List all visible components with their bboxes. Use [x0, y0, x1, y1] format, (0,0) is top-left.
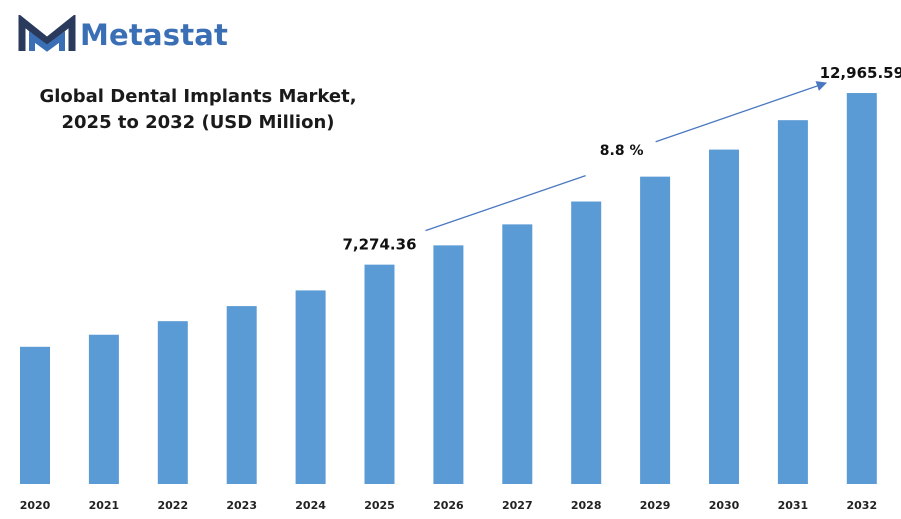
logo: Metastat — [18, 14, 228, 56]
x-tick-label-2024: 2024 — [295, 499, 326, 512]
bar-2023 — [226, 306, 257, 484]
data-label-2025: 7,274.36 — [342, 236, 416, 254]
bar-2026 — [433, 245, 464, 484]
x-tick-label-2025: 2025 — [364, 499, 395, 512]
cagr-annotation: 8.8 % — [600, 143, 644, 159]
x-tick-label-2021: 2021 — [89, 499, 120, 512]
x-tick-label-2026: 2026 — [433, 499, 464, 512]
x-tick-label-2022: 2022 — [157, 499, 188, 512]
x-tick-label-2023: 2023 — [226, 499, 257, 512]
data-label-2032: 12,965.59 — [820, 64, 901, 82]
bar-2021 — [88, 334, 119, 484]
bar-2032 — [846, 93, 877, 484]
x-tick-label-2031: 2031 — [778, 499, 809, 512]
cagr-arrow-line-left — [425, 174, 586, 232]
bar-2020 — [20, 346, 50, 484]
bar-2024 — [295, 290, 326, 484]
bar-2028 — [571, 201, 602, 484]
x-tick-label-2028: 2028 — [571, 499, 602, 512]
chart-title-line-1: Global Dental Implants Market, — [39, 86, 357, 107]
bar-2027 — [502, 224, 533, 485]
x-tick-label-2027: 2027 — [502, 499, 533, 512]
bar-2031 — [777, 120, 808, 484]
chart-title-line-2: 2025 to 2032 (USD Million) — [61, 112, 335, 133]
bar-2029 — [640, 176, 671, 484]
metastat-m-logo-icon — [18, 15, 76, 52]
x-tick-label-2032: 2032 — [846, 499, 877, 512]
x-tick-label-2020: 2020 — [20, 499, 51, 512]
x-tick-label-2029: 2029 — [640, 499, 671, 512]
chart-title: Global Dental Implants Market, 2025 to 2… — [38, 84, 358, 136]
bar-2030 — [709, 149, 739, 484]
x-tick-label-2030: 2030 — [709, 499, 740, 512]
brand-name: Metastat — [80, 18, 229, 52]
bar-2022 — [157, 321, 188, 484]
bar-2025 — [364, 264, 395, 484]
cagr-arrow-line-right — [655, 81, 828, 143]
